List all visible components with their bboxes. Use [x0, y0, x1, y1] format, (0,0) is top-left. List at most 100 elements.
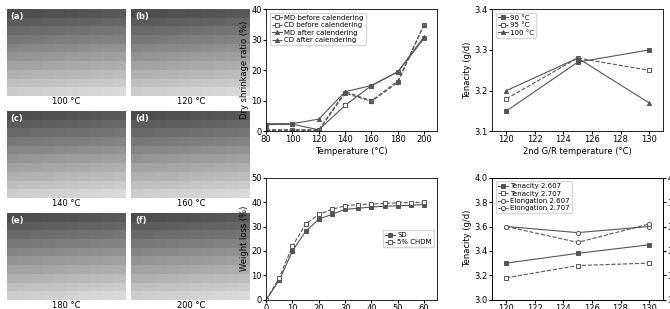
SD [381, 204, 389, 208]
SD [328, 213, 336, 216]
5% CHDM [289, 244, 297, 248]
5% CHDM [341, 204, 349, 208]
SD [302, 230, 310, 233]
90 °C [645, 48, 653, 52]
Elongation 2.707 [574, 240, 582, 244]
Line: Tenacity 2.607: Tenacity 2.607 [505, 243, 651, 265]
Line: Elongation 2.707: Elongation 2.707 [505, 222, 651, 244]
MD before calendering [289, 122, 297, 126]
MD after calendering [341, 90, 349, 94]
MD after calendering [394, 70, 402, 74]
SD [420, 203, 428, 206]
CD after calendering [341, 90, 349, 94]
MD after calendering [315, 117, 323, 121]
CD before calendering [367, 99, 375, 103]
Elongation 2.607 [645, 225, 653, 228]
MD after calendering [420, 35, 428, 39]
Line: 5% CHDM: 5% CHDM [264, 200, 426, 302]
X-axis label: 100 °C: 100 °C [52, 97, 80, 106]
Line: Elongation 2.607: Elongation 2.607 [505, 224, 651, 235]
90 °C [574, 60, 582, 64]
Legend: Tenacity 2.607, Tenacity 2.707, Elongation 2.607, Elongation 2.707: Tenacity 2.607, Tenacity 2.707, Elongati… [496, 181, 572, 214]
MD before calendering [315, 128, 323, 132]
Elongation 2.707 [645, 222, 653, 226]
5% CHDM [328, 208, 336, 211]
SD [394, 204, 402, 208]
Tenacity 2.707 [645, 261, 653, 265]
95 °C [645, 68, 653, 72]
CD after calendering [420, 23, 428, 26]
100 °C [574, 56, 582, 60]
Y-axis label: Tenacity (g/d): Tenacity (g/d) [463, 42, 472, 99]
Elongation 2.607 [502, 225, 511, 228]
Line: 100 °C: 100 °C [505, 56, 651, 105]
Line: 90 °C: 90 °C [505, 48, 651, 113]
CD before calendering [315, 129, 323, 132]
CD after calendering [262, 128, 270, 132]
MD after calendering [289, 122, 297, 125]
Legend: MD before calendering, CD before calendering, MD after calendering, CD after cal: MD before calendering, CD before calende… [269, 13, 366, 45]
Line: CD after calendering: CD after calendering [264, 23, 426, 132]
Text: (f): (f) [135, 216, 147, 225]
CD before calendering [341, 91, 349, 95]
95 °C [502, 97, 511, 101]
5% CHDM [275, 276, 283, 280]
MD before calendering [262, 123, 270, 126]
CD before calendering [289, 129, 297, 132]
MD after calendering [367, 84, 375, 87]
Line: MD after calendering: MD after calendering [264, 35, 426, 126]
Text: (a): (a) [10, 12, 23, 21]
Tenacity 2.707 [502, 276, 511, 280]
Legend: SD, 5% CHDM: SD, 5% CHDM [383, 230, 434, 248]
SD [275, 278, 283, 282]
5% CHDM [354, 203, 362, 206]
SD [341, 208, 349, 211]
90 °C [502, 109, 511, 113]
CD after calendering [315, 128, 323, 132]
CD before calendering [394, 81, 402, 84]
MD after calendering [262, 122, 270, 125]
SD [367, 205, 375, 209]
Line: SD: SD [264, 202, 426, 302]
5% CHDM [394, 201, 402, 205]
5% CHDM [262, 298, 270, 302]
X-axis label: Temperature (°C): Temperature (°C) [316, 147, 388, 156]
X-axis label: 200 °C: 200 °C [177, 301, 205, 309]
Elongation 2.707 [502, 225, 511, 228]
100 °C [502, 89, 511, 92]
5% CHDM [302, 222, 310, 226]
Y-axis label: Dry shrinkage ratio (%): Dry shrinkage ratio (%) [240, 21, 249, 119]
5% CHDM [367, 202, 375, 206]
Tenacity 2.707 [574, 264, 582, 267]
5% CHDM [315, 213, 323, 216]
Text: (c): (c) [10, 114, 23, 123]
95 °C [574, 56, 582, 60]
5% CHDM [407, 201, 415, 205]
Text: (d): (d) [135, 114, 149, 123]
100 °C [645, 101, 653, 105]
CD before calendering [262, 129, 270, 132]
Tenacity 2.607 [645, 243, 653, 247]
Tenacity 2.607 [574, 252, 582, 255]
MD before calendering [394, 70, 402, 74]
X-axis label: 2nd G/R temperature (°C): 2nd G/R temperature (°C) [523, 147, 632, 156]
Line: 95 °C: 95 °C [505, 56, 651, 101]
Y-axis label: Weight loss (%): Weight loss (%) [240, 206, 249, 271]
X-axis label: 180 °C: 180 °C [52, 301, 80, 309]
Text: (b): (b) [135, 12, 149, 21]
Y-axis label: Tenacity (g/d): Tenacity (g/d) [463, 210, 472, 267]
MD before calendering [420, 36, 428, 40]
MD before calendering [341, 104, 349, 107]
5% CHDM [381, 201, 389, 205]
CD after calendering [289, 128, 297, 132]
SD [289, 249, 297, 253]
SD [407, 203, 415, 207]
CD before calendering [420, 23, 428, 26]
Line: CD before calendering: CD before calendering [264, 23, 426, 133]
Line: MD before calendering: MD before calendering [264, 36, 426, 132]
5% CHDM [420, 200, 428, 204]
MD before calendering [367, 84, 375, 87]
Elongation 2.607 [574, 231, 582, 235]
Legend: 90 °C, 95 °C, 100 °C: 90 °C, 95 °C, 100 °C [496, 13, 536, 38]
X-axis label: 140 °C: 140 °C [52, 199, 80, 208]
